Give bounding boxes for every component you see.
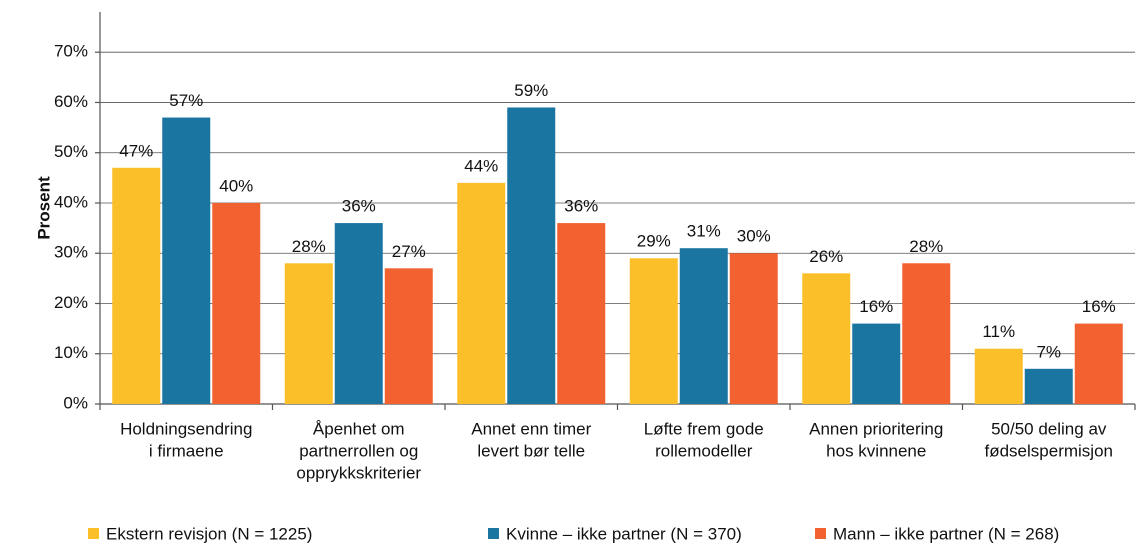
bar bbox=[974, 348, 1023, 404]
y-tick-label: 40% bbox=[54, 192, 88, 211]
bar bbox=[162, 117, 211, 405]
value-label: 29% bbox=[637, 232, 671, 251]
bar bbox=[902, 263, 951, 404]
bar bbox=[729, 253, 778, 404]
value-label: 30% bbox=[737, 227, 771, 246]
value-label: 16% bbox=[859, 297, 893, 316]
value-label: 59% bbox=[514, 81, 548, 100]
y-tick-label: 70% bbox=[54, 42, 88, 61]
x-tick-label: i firmaene bbox=[149, 441, 224, 460]
value-label: 28% bbox=[909, 237, 943, 256]
x-tick-label: rollemodeller bbox=[655, 441, 753, 460]
legend-label: Mann – ikke partner (N = 268) bbox=[833, 524, 1059, 543]
value-label: 26% bbox=[809, 247, 843, 266]
value-label: 11% bbox=[982, 322, 1015, 341]
value-label: 44% bbox=[464, 156, 498, 175]
bar bbox=[679, 248, 728, 404]
x-tick-label: Løfte frem gode bbox=[644, 419, 764, 438]
x-tick-label: hos kvinnene bbox=[826, 441, 926, 460]
value-label: 40% bbox=[219, 176, 253, 195]
y-tick-label: 50% bbox=[54, 142, 88, 161]
value-label: 27% bbox=[392, 242, 426, 261]
value-label: 31% bbox=[687, 222, 721, 241]
y-tick-label: 10% bbox=[54, 343, 88, 362]
bar bbox=[457, 182, 506, 404]
y-tick-label: 30% bbox=[54, 243, 88, 262]
legend-swatch bbox=[815, 528, 826, 539]
value-label: 16% bbox=[1082, 297, 1116, 316]
bar bbox=[334, 223, 383, 404]
y-tick-label: 60% bbox=[54, 92, 88, 111]
bar bbox=[384, 268, 433, 404]
y-axis-title: Prosent bbox=[34, 176, 53, 240]
bar bbox=[507, 107, 556, 404]
bar bbox=[284, 263, 333, 404]
x-tick-label: partnerrollen og bbox=[299, 441, 418, 460]
bar bbox=[802, 273, 851, 404]
value-label: 7% bbox=[1036, 342, 1061, 361]
value-label: 36% bbox=[342, 197, 376, 216]
x-tick-label: 50/50 deling av bbox=[991, 419, 1107, 438]
y-tick-label: 20% bbox=[54, 293, 88, 312]
bar bbox=[112, 167, 161, 404]
bar bbox=[1024, 368, 1073, 404]
value-label: 47% bbox=[119, 141, 153, 160]
legend-swatch bbox=[88, 528, 99, 539]
bar bbox=[1074, 323, 1123, 404]
x-tick-label: Annen prioritering bbox=[809, 419, 943, 438]
x-tick-label: Åpenhet om bbox=[313, 419, 405, 438]
legend-swatch bbox=[488, 528, 499, 539]
value-label: 57% bbox=[169, 91, 203, 110]
x-tick-label: fødselspermisjon bbox=[985, 441, 1114, 460]
x-tick-label: Annet enn timer bbox=[471, 419, 591, 438]
bar bbox=[212, 202, 261, 404]
legend-label: Ekstern revisjon (N = 1225) bbox=[106, 524, 312, 543]
legend-label: Kvinne – ikke partner (N = 370) bbox=[506, 524, 742, 543]
x-tick-label: Holdningsendring bbox=[120, 419, 252, 438]
value-label: 28% bbox=[292, 237, 326, 256]
bar bbox=[557, 223, 606, 404]
bar bbox=[629, 258, 678, 404]
x-tick-label: opprykkskriterier bbox=[296, 463, 421, 482]
value-label: 36% bbox=[564, 197, 598, 216]
y-tick-label: 0% bbox=[63, 393, 88, 412]
bar bbox=[852, 323, 901, 404]
x-tick-label: levert bør telle bbox=[477, 441, 585, 460]
